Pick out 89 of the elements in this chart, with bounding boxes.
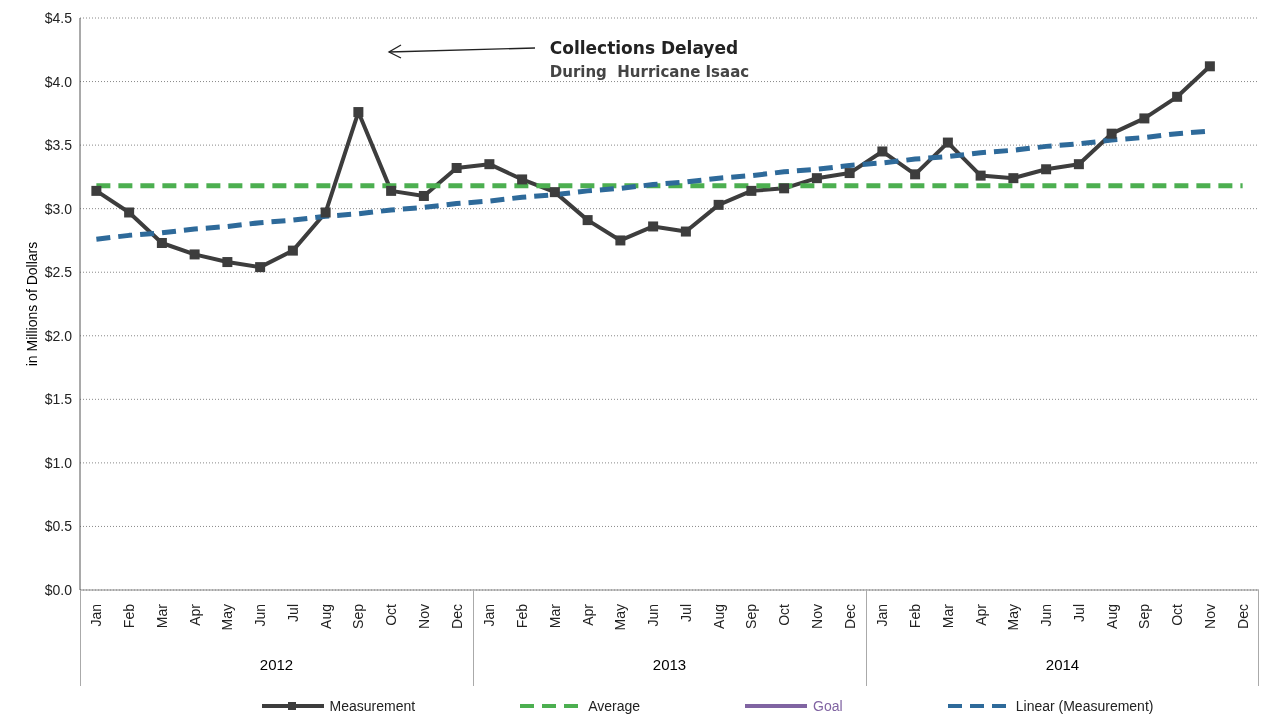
point — [1041, 164, 1052, 175]
point — [1073, 159, 1084, 170]
text: 2013 — [652, 656, 687, 673]
point — [680, 226, 691, 237]
point — [91, 185, 102, 196]
point — [1204, 61, 1215, 72]
point — [451, 162, 462, 173]
point — [255, 262, 266, 273]
x-tick-label: Mar — [546, 603, 563, 629]
point — [877, 146, 888, 157]
point — [124, 207, 135, 218]
text: 2012 — [259, 656, 294, 673]
x-tick-label: May — [612, 604, 629, 631]
x-tick-label: Jul — [284, 604, 301, 622]
point — [386, 185, 397, 196]
point — [320, 207, 331, 218]
point — [844, 168, 855, 179]
legend-label: Linear (Measurement) — [1015, 698, 1154, 714]
x-tick-label: Apr — [579, 603, 596, 626]
point — [713, 199, 724, 210]
y-tick-label: $1.5 — [44, 391, 73, 408]
point — [1106, 128, 1117, 139]
x-tick-label: Feb — [514, 603, 531, 629]
x-tick-label: Feb — [121, 603, 138, 629]
point — [517, 174, 528, 185]
y-tick-label: $0.5 — [44, 518, 73, 535]
y-tick-label: $2.0 — [44, 327, 73, 344]
point — [1139, 113, 1150, 124]
point — [910, 169, 921, 180]
point — [975, 170, 986, 181]
point — [418, 190, 429, 201]
x-tick-label: Apr — [186, 603, 203, 626]
x-tick-label: Jul — [1070, 604, 1087, 622]
point — [549, 187, 560, 198]
point — [1172, 91, 1183, 102]
point — [648, 221, 659, 232]
x-tick-label: May — [219, 604, 236, 631]
x-tick-label: Sep — [743, 603, 760, 629]
x-tick-label: Sep — [1136, 603, 1153, 629]
y-tick-label: $1.0 — [44, 454, 73, 471]
x-tick-label: Nov — [808, 604, 825, 629]
annotation: Collections Delayed During Hurricane Isaac — [549, 37, 750, 84]
x-tick-label: Aug — [1103, 604, 1120, 629]
x-tick-label: Jan — [481, 604, 498, 627]
point — [811, 173, 822, 184]
x-tick-label: Oct — [776, 603, 793, 626]
x-tick-label: Jun — [645, 604, 662, 627]
point — [779, 183, 790, 194]
x-tick-label: Jun — [1038, 604, 1055, 627]
x-tick-label: Aug — [710, 604, 727, 629]
x-tick-label: Oct — [1169, 603, 1186, 626]
x-tick-label: Jul — [677, 604, 694, 622]
point — [1008, 173, 1019, 184]
point — [484, 159, 495, 170]
y-tick-label: $4.5 — [44, 9, 73, 26]
x-tick-label: May — [1005, 604, 1022, 631]
x-tick-label: Jan — [88, 604, 105, 627]
y-tick-label: $2.5 — [44, 264, 73, 281]
y-tick-label: $3.0 — [44, 200, 73, 217]
x-tick-label: Mar — [153, 603, 170, 629]
point — [353, 107, 364, 118]
point — [746, 185, 757, 196]
x-tick-label: Jun — [252, 604, 269, 627]
legend-label: Average — [588, 698, 641, 714]
point — [942, 137, 953, 148]
text: 2014 — [1045, 656, 1080, 673]
y-axis-title: in Millions of Dollars — [24, 241, 40, 367]
point — [222, 257, 233, 268]
point — [615, 235, 626, 246]
point — [582, 215, 593, 226]
x-tick-label: Nov — [415, 604, 432, 629]
x-tick-label: Dec — [841, 604, 858, 629]
y-tick-label: $0.0 — [44, 581, 73, 598]
legend-label: Goal — [813, 698, 843, 714]
y-tick-label: $3.5 — [44, 137, 73, 154]
x-tick-label: Dec — [1234, 604, 1251, 629]
x-tick-label: Sep — [350, 603, 367, 629]
x-tick-label: Jan — [874, 604, 891, 627]
point — [156, 237, 167, 248]
x-tick-label: Feb — [907, 603, 924, 629]
x-tick-label: Aug — [317, 604, 334, 629]
point — [287, 245, 298, 256]
x-tick-label: Dec — [448, 604, 465, 629]
x-tick-label: Mar — [939, 603, 956, 629]
x-tick-label: Nov — [1201, 604, 1218, 629]
legend-label: Measurement — [329, 698, 416, 714]
x-tick-label: Oct — [383, 603, 400, 626]
y-tick-label: $4.0 — [44, 73, 73, 90]
x-tick-label: Apr — [972, 603, 989, 626]
